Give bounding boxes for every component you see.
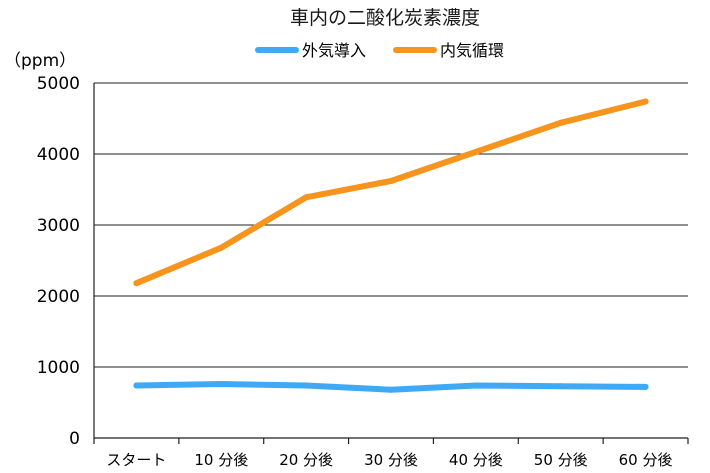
x-axis: スタート 10 分後 20 分後 30 分後 40 分後 50 分後 60 分後 [93, 83, 689, 469]
data-point [557, 383, 564, 390]
data-point [388, 386, 394, 393]
legend-label-series-0: 外気導入 [302, 41, 366, 60]
data-point [472, 148, 479, 155]
legend: 外気導入 内気循環 [255, 41, 504, 60]
data-point [642, 98, 649, 105]
data-point [303, 194, 310, 201]
x-tick-label: スタート [106, 451, 166, 469]
data-point [133, 382, 140, 389]
y-tick-label: 2000 [37, 287, 80, 307]
data-point [303, 382, 310, 389]
x-tick-label: 40 分後 [449, 451, 503, 469]
x-tick-label: 50 分後 [534, 451, 588, 469]
y-tick-label: 5000 [37, 74, 80, 94]
series-lines [133, 98, 649, 393]
x-tick-label: 10 分後 [194, 451, 248, 469]
y-tick-label: 4000 [37, 145, 80, 165]
gridlines [94, 82, 688, 368]
chart-title: 車内の二酸化炭素濃度 [290, 7, 480, 29]
data-point [388, 177, 394, 184]
data-point [218, 381, 225, 388]
y-tick-label: 1000 [37, 358, 80, 378]
x-tick-label: 20 分後 [279, 451, 333, 469]
data-point [642, 383, 649, 390]
x-tick-label: 60 分後 [619, 451, 673, 469]
y-tick-label: 0 [69, 429, 80, 449]
x-tick-label: 30 分後 [364, 451, 418, 469]
y-axis-ticks: 0 1000 2000 3000 4000 5000 [37, 74, 80, 449]
legend-label-series-1: 内気循環 [440, 41, 504, 60]
data-point [472, 382, 479, 389]
series-line-1 [133, 98, 649, 287]
y-tick-label: 3000 [37, 216, 80, 236]
data-point [218, 244, 225, 251]
data-point [557, 119, 564, 126]
data-point [133, 280, 140, 287]
y-axis-unit-label: （ppm） [4, 51, 76, 71]
